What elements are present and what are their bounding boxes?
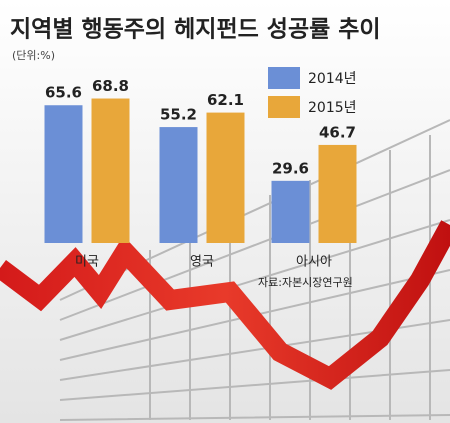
value-label: 68.8	[92, 77, 129, 95]
unit-label: (단위:%)	[12, 49, 55, 62]
x-tick-label: 미국	[75, 255, 99, 270]
bar	[159, 127, 198, 243]
value-label: 29.6	[272, 159, 309, 177]
legend-label: 2015년	[308, 100, 357, 116]
bar	[271, 180, 310, 243]
plot: 미국 영국 아시아 65.6 55.2 29.6 2014년 68.8 62.1 46.7 2015…	[44, 67, 357, 270]
value-label: 46.7	[319, 123, 356, 141]
value-label: 62.1	[207, 91, 244, 109]
bar	[318, 144, 357, 243]
chart-title: 지역별 행동주의 헤지펀드 성공률 추이	[10, 17, 381, 43]
source: 자료:자본시장연구원	[258, 276, 353, 289]
trend-arrow	[0, 220, 450, 390]
legend-swatch	[268, 96, 300, 118]
value-label: 55.2	[160, 106, 197, 124]
bar	[91, 98, 130, 244]
legend-swatch	[268, 67, 300, 89]
value-label: 65.6	[45, 84, 82, 102]
x-tick-label: 아시아	[296, 255, 332, 270]
bar	[44, 105, 83, 244]
legend-label: 2014년	[308, 71, 357, 87]
bar	[206, 112, 245, 243]
x-tick-label: 영국	[190, 255, 214, 270]
